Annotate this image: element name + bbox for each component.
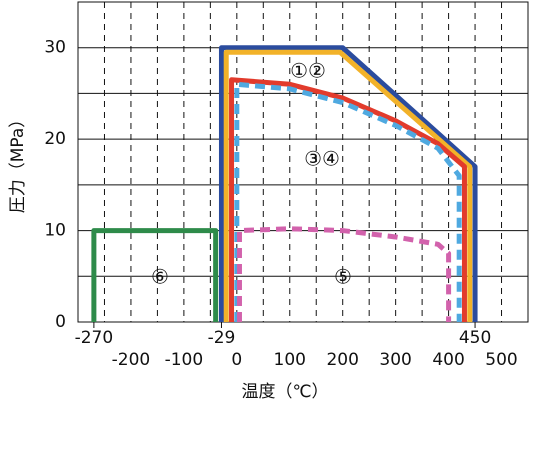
series-line: [236, 226, 452, 322]
y-tick-label: 0: [55, 312, 66, 332]
x-tick-label: 450: [459, 328, 491, 348]
series-line: [91, 228, 219, 322]
series-line: [218, 45, 478, 322]
y-tick-label: 20: [44, 129, 66, 149]
x-tick-label: 400: [432, 350, 464, 370]
series-label: ⑤: [334, 265, 352, 289]
series-line: [223, 49, 473, 322]
series-label: ⑥: [151, 265, 169, 289]
x-tick-label: -29: [208, 328, 236, 348]
x-tick-label: 300: [379, 350, 411, 370]
x-tick-label: -270: [75, 328, 114, 348]
x-axis-title: 温度（℃）: [241, 382, 328, 402]
x-tick-label: 200: [326, 350, 358, 370]
x-tick-label: 100: [274, 350, 306, 370]
series-line: [229, 77, 467, 322]
y-axis-title: 圧力（MPa）: [8, 111, 28, 214]
y-tick-label: 10: [44, 221, 66, 241]
x-tick-label: 500: [485, 350, 517, 370]
series-label: ①②: [290, 59, 326, 83]
series-line: [234, 81, 462, 322]
x-tick-label: -100: [165, 350, 204, 370]
y-tick-label: 30: [44, 38, 66, 58]
x-tick-label: -200: [112, 350, 151, 370]
series-label: ③④: [304, 147, 340, 171]
x-tick-label: 0: [231, 350, 242, 370]
